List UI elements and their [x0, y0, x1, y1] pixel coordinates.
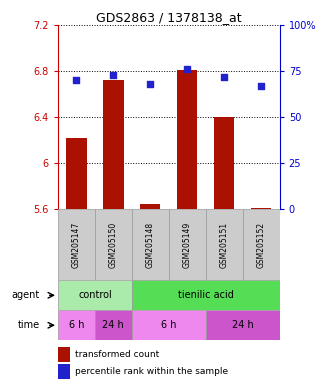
Bar [58, 280, 132, 310]
Bar [103, 80, 123, 209]
Point [259, 83, 264, 89]
Bar [132, 310, 206, 340]
Text: agent: agent [11, 290, 39, 300]
Text: GSM205147: GSM205147 [72, 222, 81, 268]
Bar [251, 208, 271, 209]
Bar [177, 70, 198, 209]
Bar [169, 209, 206, 280]
Point [185, 66, 190, 72]
Text: tienilic acid: tienilic acid [178, 290, 234, 300]
Text: GSM205149: GSM205149 [183, 222, 192, 268]
Bar [58, 348, 70, 362]
Text: GSM205152: GSM205152 [257, 222, 266, 268]
Point [221, 73, 227, 79]
Point [74, 77, 79, 83]
Text: 24 h: 24 h [232, 320, 254, 330]
Bar [132, 209, 169, 280]
Bar [206, 209, 243, 280]
Bar [243, 209, 280, 280]
Point [111, 72, 116, 78]
Bar [58, 209, 95, 280]
Text: transformed count: transformed count [74, 350, 159, 359]
Bar [206, 310, 280, 340]
Title: GDS2863 / 1378138_at: GDS2863 / 1378138_at [96, 11, 242, 24]
Point [148, 81, 153, 87]
Text: 6 h: 6 h [161, 320, 176, 330]
Bar [95, 310, 132, 340]
Bar [95, 209, 132, 280]
Bar [58, 364, 70, 379]
Bar [58, 310, 95, 340]
Bar [66, 138, 87, 209]
Text: time: time [17, 320, 39, 330]
Bar [140, 204, 161, 209]
Text: 24 h: 24 h [103, 320, 124, 330]
Text: GSM205150: GSM205150 [109, 222, 118, 268]
Text: GSM205148: GSM205148 [146, 222, 155, 268]
Text: percentile rank within the sample: percentile rank within the sample [74, 367, 228, 376]
Bar [214, 117, 234, 209]
Text: GSM205151: GSM205151 [220, 222, 229, 268]
Bar [132, 280, 280, 310]
Text: 6 h: 6 h [69, 320, 84, 330]
Text: control: control [78, 290, 112, 300]
